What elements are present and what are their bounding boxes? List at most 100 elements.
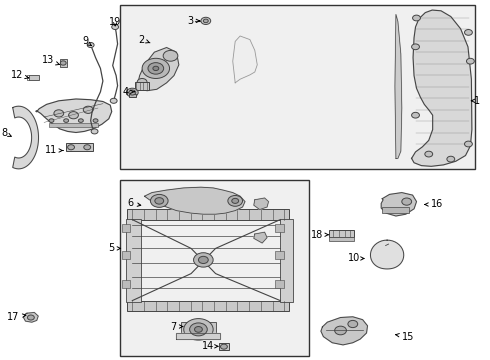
Bar (122, 251, 130, 259)
Circle shape (142, 58, 170, 78)
Circle shape (27, 315, 34, 320)
Circle shape (190, 323, 207, 336)
Text: 7: 7 (170, 321, 183, 332)
Text: 10: 10 (348, 253, 364, 264)
Text: 12: 12 (11, 70, 29, 80)
Bar (49, 123, 98, 127)
Polygon shape (254, 232, 267, 243)
Circle shape (49, 119, 54, 122)
Circle shape (93, 119, 98, 122)
Bar (329, 237, 354, 241)
Circle shape (220, 344, 227, 349)
Bar (181, 322, 216, 336)
Circle shape (425, 151, 433, 157)
Circle shape (112, 24, 119, 30)
Polygon shape (24, 312, 38, 322)
Circle shape (83, 106, 93, 113)
Circle shape (64, 119, 69, 122)
Circle shape (153, 66, 159, 71)
Circle shape (413, 15, 420, 21)
Text: 18: 18 (311, 230, 329, 240)
Circle shape (69, 112, 78, 119)
Circle shape (148, 63, 164, 74)
Polygon shape (233, 36, 257, 83)
Bar (219, 343, 229, 350)
Bar (126, 219, 141, 302)
Circle shape (110, 98, 117, 103)
Circle shape (465, 30, 472, 35)
Bar (60, 59, 67, 67)
Circle shape (198, 256, 208, 264)
Bar (122, 280, 130, 288)
Circle shape (87, 42, 94, 48)
Circle shape (412, 44, 419, 50)
Polygon shape (13, 106, 39, 169)
Circle shape (84, 145, 91, 150)
Bar (29, 75, 39, 80)
Bar (127, 301, 289, 311)
Bar (275, 251, 284, 259)
Circle shape (228, 195, 243, 206)
Circle shape (201, 17, 211, 24)
Polygon shape (412, 10, 472, 166)
Polygon shape (176, 333, 220, 339)
Polygon shape (145, 187, 245, 214)
Polygon shape (370, 240, 404, 269)
Circle shape (150, 194, 168, 207)
Polygon shape (395, 14, 402, 158)
Bar (129, 94, 136, 97)
Text: 3: 3 (188, 16, 199, 26)
Polygon shape (321, 317, 368, 345)
Text: 9: 9 (82, 36, 91, 46)
Polygon shape (381, 193, 416, 216)
Bar (120, 180, 309, 356)
Circle shape (412, 112, 419, 118)
Circle shape (203, 19, 208, 23)
Bar (66, 143, 93, 151)
Circle shape (466, 58, 474, 64)
Circle shape (155, 198, 164, 204)
Text: 4: 4 (123, 87, 134, 97)
Circle shape (447, 156, 455, 162)
Text: 11: 11 (45, 145, 63, 156)
Text: 1: 1 (471, 96, 480, 106)
Circle shape (465, 141, 472, 147)
Text: 2: 2 (138, 35, 150, 45)
Circle shape (402, 198, 412, 205)
Bar (382, 207, 409, 213)
Polygon shape (137, 48, 179, 91)
Text: 19: 19 (109, 17, 121, 27)
Circle shape (137, 78, 147, 86)
Text: 16: 16 (425, 199, 443, 210)
Bar (122, 224, 130, 232)
Polygon shape (36, 99, 112, 132)
Circle shape (348, 320, 358, 328)
Circle shape (232, 198, 239, 203)
Circle shape (194, 253, 213, 267)
Circle shape (78, 119, 83, 122)
Circle shape (335, 326, 346, 335)
Bar (120, 5, 475, 169)
Bar (275, 224, 284, 232)
Circle shape (129, 90, 136, 95)
Bar (135, 82, 149, 90)
Bar (275, 280, 284, 288)
Text: 8: 8 (2, 128, 11, 138)
Text: 6: 6 (127, 198, 141, 208)
Circle shape (91, 129, 98, 134)
Circle shape (184, 319, 213, 340)
Text: 14: 14 (202, 341, 218, 351)
Bar (127, 209, 289, 220)
Circle shape (195, 327, 202, 332)
Text: 5: 5 (108, 243, 121, 253)
Text: 13: 13 (42, 55, 59, 66)
Circle shape (68, 145, 74, 150)
Text: 17: 17 (7, 312, 26, 322)
Text: 15: 15 (396, 332, 414, 342)
Bar (329, 230, 354, 237)
Polygon shape (254, 198, 269, 210)
Circle shape (163, 50, 178, 61)
Circle shape (54, 110, 64, 117)
Bar (280, 219, 293, 302)
Circle shape (126, 88, 138, 97)
